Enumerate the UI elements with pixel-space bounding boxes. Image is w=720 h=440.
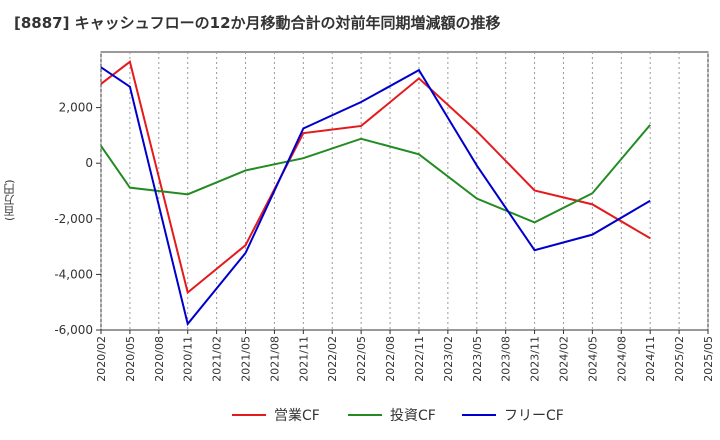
x-tick-label: 2020/08 [153, 336, 166, 382]
x-tick-label: 2025/02 [673, 336, 686, 382]
x-tick-label: 2023/08 [500, 336, 513, 382]
x-tick-label: 2022/05 [355, 336, 368, 382]
y-tick-label: -2,000 [54, 212, 93, 226]
legend-item-investing-cf: 投資CF [348, 405, 436, 425]
grid-lines [100, 52, 709, 330]
legend-swatch-operating-cf [232, 414, 266, 416]
x-axis-ticks: 2020/02 2020/05 2020/08 2020/11 2021/02 2021/… [95, 330, 715, 382]
x-tick-label: 2024/11 [644, 336, 657, 382]
y-tick-label: -6,000 [54, 323, 93, 337]
chart-title: [8887] キャッシュフローの12か月移動合計の対前年同期増減額の推移 [14, 14, 501, 32]
y-tick-label: 0 [85, 156, 93, 170]
x-tick-label: 2021/08 [268, 336, 281, 382]
x-tick-label: 2023/02 [442, 336, 455, 382]
legend-swatch-investing-cf [348, 414, 382, 416]
x-tick-label: 2021/05 [240, 336, 253, 382]
y-axis-ticks: -6,000 -4,000 -2,000 0 2,000 [54, 101, 101, 337]
x-tick-label: 2024/08 [615, 336, 628, 382]
x-tick-label: 2020/05 [124, 336, 137, 382]
series-line-investing-cf [100, 124, 651, 224]
x-tick-label: 2020/02 [95, 336, 108, 382]
legend-item-free-cf: フリーCF [462, 405, 564, 425]
y-tick-label: 2,000 [59, 101, 93, 115]
x-tick-label: 2022/11 [413, 336, 426, 382]
x-tick-label: 2024/05 [586, 336, 599, 382]
y-tick-label: -4,000 [54, 267, 93, 281]
x-tick-label: 2022/08 [384, 336, 397, 382]
legend-label-operating-cf: 営業CF [274, 408, 320, 424]
legend-swatch-free-cf [462, 414, 496, 416]
x-tick-label: 2024/02 [557, 336, 570, 382]
legend-label-free-cf: フリーCF [504, 408, 564, 424]
series-line-operating-cf [100, 60, 651, 295]
series-lines [100, 60, 651, 327]
x-tick-label: 2022/02 [326, 336, 339, 382]
x-tick-label: 2025/05 [702, 336, 715, 382]
series-line-free-cf [100, 66, 651, 327]
x-tick-label: 2020/11 [182, 336, 195, 382]
x-tick-label: 2023/11 [529, 336, 542, 382]
x-tick-label: 2021/02 [211, 336, 224, 382]
legend-item-operating-cf: 営業CF [232, 405, 320, 425]
x-tick-label: 2023/05 [471, 336, 484, 382]
plot-area [100, 51, 709, 331]
legend-label-investing-cf: 投資CF [390, 408, 436, 424]
x-tick-label: 2021/11 [297, 336, 310, 382]
